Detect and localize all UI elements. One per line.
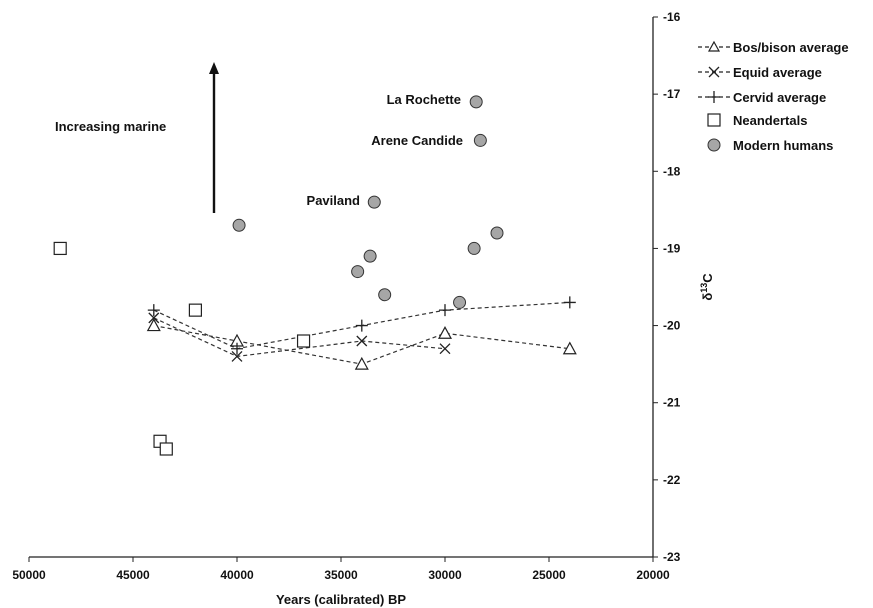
square-marker-icon xyxy=(707,113,721,127)
y-tick-label: -18 xyxy=(663,164,681,178)
svg-text:Equid average: Equid average xyxy=(733,65,822,80)
neandertals-point xyxy=(159,442,173,456)
x-tick-label: 45000 xyxy=(116,568,150,582)
modern-humans-point xyxy=(490,226,504,240)
y-tick-label: -20 xyxy=(663,319,681,333)
x-marker-icon xyxy=(708,66,720,78)
legend-item-equid: Equid average xyxy=(698,65,822,80)
y-tick-label: -23 xyxy=(663,550,681,564)
modern-humans-point xyxy=(378,288,392,302)
bos-bison-average-point xyxy=(562,341,577,355)
x-axis-title: Years (calibrated) BP xyxy=(276,592,406,607)
annotation-increasing-marine: Increasing marine xyxy=(55,119,166,134)
x-tick-label: 20000 xyxy=(636,568,670,582)
bos-bison-average-point xyxy=(354,356,369,370)
plus-marker-icon xyxy=(708,91,720,103)
bos-bison-average-point xyxy=(146,318,161,332)
legend-item-neandertals: Neandertals xyxy=(707,113,807,128)
modern-humans-point xyxy=(473,133,487,147)
legend-item-cervid: Cervid average xyxy=(698,90,826,105)
marine-arrowhead-icon xyxy=(209,62,219,74)
svg-text:Modern humans: Modern humans xyxy=(733,138,833,153)
equid-average-point xyxy=(231,350,243,362)
modern-humans-point xyxy=(469,95,483,109)
cervid-average-point xyxy=(147,304,160,317)
neandertals-point xyxy=(53,241,67,256)
series-markers xyxy=(53,95,577,456)
y-tick-group: -16 -17 -18 -19 -20 -21 -22 -23 xyxy=(653,10,681,564)
label-arene-candide: Arene Candide xyxy=(371,133,463,148)
x-tick-label: 40000 xyxy=(220,568,254,582)
y-tick-label: -16 xyxy=(663,10,681,24)
equid-average-point xyxy=(439,343,451,355)
circle-marker-icon xyxy=(707,138,721,152)
modern-humans-point xyxy=(351,265,365,279)
label-la-rochette: La Rochette xyxy=(387,92,461,107)
modern-humans-point xyxy=(367,195,381,209)
svg-text:Cervid average: Cervid average xyxy=(733,90,826,105)
x-tick-label: 25000 xyxy=(532,568,566,582)
cervid-average-point xyxy=(439,304,451,317)
x-tick-label: 30000 xyxy=(428,568,462,582)
x-tick-label: 35000 xyxy=(324,568,358,582)
y-tick-label: -21 xyxy=(663,396,681,410)
neandertals-point xyxy=(296,334,311,348)
bos-bison-average-point xyxy=(437,326,453,339)
triangle-icon xyxy=(707,40,721,52)
cervid-average-point xyxy=(231,342,243,355)
y-tick-label: -17 xyxy=(663,87,681,101)
cervid-average-point xyxy=(355,319,368,332)
series-lines xyxy=(153,301,570,365)
y-tick-label: -22 xyxy=(663,473,681,487)
equid-average-point xyxy=(356,335,368,347)
y-tick-label: -19 xyxy=(663,241,681,255)
legend-item-bos-bison: Bos/bison average xyxy=(698,40,849,55)
equid-average-line xyxy=(153,317,446,358)
label-paviland: Paviland xyxy=(307,193,361,208)
svg-text:Bos/bison average: Bos/bison average xyxy=(733,40,849,55)
x-tick-label: 50000 xyxy=(12,568,46,582)
cervid-average-point xyxy=(563,296,576,309)
neandertals-point xyxy=(188,303,202,317)
y-axis-title: δ13C xyxy=(699,273,715,301)
x-tick-group: 50000 45000 40000 35000 30000 25000 20000 xyxy=(12,557,670,582)
legend-item-modern-humans: Modern humans xyxy=(707,138,833,153)
svg-text:Neandertals: Neandertals xyxy=(733,113,807,128)
modern-humans-point xyxy=(363,249,377,263)
legend: Bos/bison average Equid average Cervid a… xyxy=(698,40,849,153)
modern-humans-point xyxy=(232,218,246,232)
modern-humans-point xyxy=(453,295,467,309)
equid-average-point xyxy=(148,312,160,324)
modern-humans-point xyxy=(467,241,481,255)
